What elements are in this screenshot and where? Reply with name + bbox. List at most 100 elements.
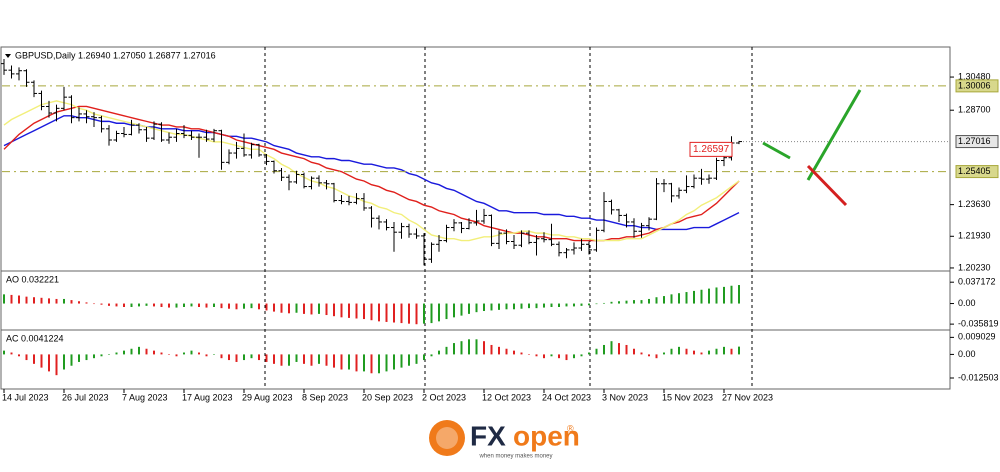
- histogram-bar: [213, 303, 215, 307]
- histogram-bar: [633, 300, 635, 304]
- histogram-bar: [730, 285, 733, 304]
- histogram-bar: [430, 303, 433, 324]
- histogram-bar: [370, 354, 373, 374]
- forecast-line: [806, 89, 862, 181]
- histogram-bar: [265, 354, 268, 362]
- histogram-bar: [130, 348, 133, 355]
- x-tick-label: 7 Aug 2023: [122, 392, 168, 402]
- forecast-line: [762, 141, 791, 160]
- pane-title: AO 0.032221: [6, 274, 59, 284]
- histogram-bar: [498, 346, 500, 355]
- y-tick-label: 0.009029: [958, 332, 996, 342]
- histogram-bar: [678, 293, 680, 304]
- histogram-bar: [393, 354, 395, 370]
- histogram-bar: [168, 354, 170, 355]
- histogram-bar: [738, 285, 740, 304]
- histogram-bar: [228, 354, 230, 361]
- histogram-bar: [258, 303, 260, 310]
- histogram-bar: [250, 354, 253, 359]
- histogram-bar: [190, 350, 193, 355]
- x-tick-label: 17 Aug 2023: [182, 392, 233, 402]
- histogram-bar: [505, 348, 508, 355]
- pane-title: AC 0.0041224: [6, 333, 64, 343]
- histogram-bar: [423, 303, 425, 324]
- last-price-label: 1.27016: [958, 136, 991, 146]
- price-label-box: [689, 141, 733, 157]
- histogram-bar: [363, 303, 365, 320]
- histogram-bar: [160, 352, 163, 355]
- histogram-bar: [490, 344, 493, 355]
- y-tick-label: 1.28700: [958, 105, 991, 115]
- histogram-bar: [153, 303, 155, 307]
- forecast-line: [806, 164, 848, 207]
- histogram-bar: [588, 352, 590, 355]
- histogram-bar: [273, 303, 275, 312]
- histogram-bar: [213, 354, 215, 355]
- moving-average: [3, 100, 740, 242]
- logo-icon: [429, 420, 465, 456]
- histogram-bar: [355, 303, 358, 319]
- x-tick-label: 3 Nov 2023: [602, 392, 648, 402]
- histogram-bar: [318, 354, 320, 364]
- histogram-bar: [543, 354, 545, 359]
- histogram-bar: [55, 354, 58, 376]
- histogram-bar: [438, 350, 440, 355]
- histogram-bar: [85, 354, 88, 361]
- histogram-bar: [258, 354, 260, 361]
- histogram-bar: [235, 354, 238, 362]
- histogram-bar: [655, 354, 658, 359]
- histogram-bar: [708, 288, 710, 304]
- histogram-bar: [648, 298, 650, 304]
- histogram-bar: [145, 303, 148, 306]
- histogram-bar: [573, 303, 575, 307]
- histogram-bar: [558, 303, 560, 307]
- histogram-bar: [378, 354, 380, 374]
- ac-pane-frame: [0, 329, 951, 390]
- histogram-bar: [715, 348, 718, 355]
- histogram-bar: [520, 352, 523, 355]
- histogram-bar: [693, 350, 695, 355]
- logo-tagline: when money makes money: [478, 454, 552, 460]
- histogram-bar: [3, 350, 5, 355]
- histogram-bar: [175, 303, 178, 308]
- x-tick-label: 14 Jul 2023: [2, 392, 49, 402]
- histogram-bar: [235, 303, 238, 310]
- histogram-bar: [618, 343, 620, 355]
- histogram-bar: [618, 301, 620, 304]
- histogram-bar: [685, 348, 688, 355]
- histogram-bar: [205, 354, 208, 357]
- histogram-bar: [3, 294, 5, 304]
- histogram-bar: [400, 303, 403, 324]
- histogram-bar: [48, 298, 50, 304]
- histogram-bar: [730, 348, 733, 355]
- histogram-bar: [708, 350, 710, 355]
- histogram-bar: [340, 354, 343, 370]
- histogram-bar: [325, 354, 328, 366]
- histogram-bar: [693, 290, 695, 304]
- histogram-bar: [603, 344, 605, 355]
- histogram-bar: [633, 348, 635, 355]
- histogram-bar: [220, 303, 223, 309]
- histogram-bar: [715, 287, 718, 304]
- histogram-bar: [93, 354, 95, 359]
- histogram-bar: [625, 344, 628, 355]
- histogram-bar: [280, 354, 283, 366]
- histogram-bar: [100, 354, 103, 357]
- histogram-bar: [153, 350, 155, 355]
- logo-fx: FX: [470, 420, 506, 451]
- histogram-bar: [738, 346, 740, 355]
- histogram-bar: [138, 346, 140, 355]
- histogram-bar: [303, 303, 305, 314]
- histogram-bar: [288, 354, 290, 366]
- histogram-bar: [370, 303, 373, 321]
- histogram-bar: [48, 354, 50, 372]
- histogram-bar: [498, 303, 500, 310]
- x-tick-label: 24 Oct 2023: [542, 392, 591, 402]
- histogram-bar: [528, 354, 530, 355]
- histogram-bar: [483, 341, 485, 355]
- histogram-bar: [460, 303, 463, 316]
- histogram-bar: [625, 300, 628, 304]
- histogram-bar: [610, 301, 613, 304]
